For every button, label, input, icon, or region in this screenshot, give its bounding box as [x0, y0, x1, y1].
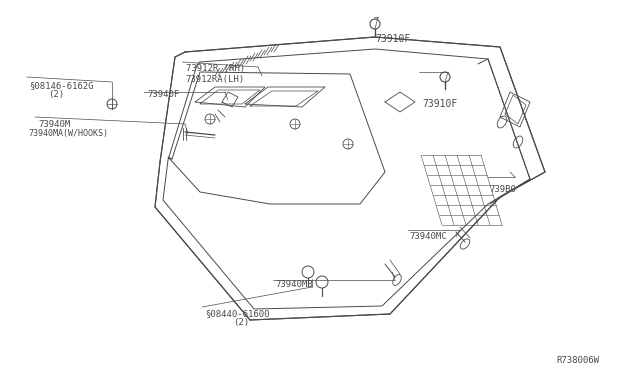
Text: §08146-6162G: §08146-6162G — [29, 81, 93, 90]
Text: 73940MC: 73940MC — [410, 232, 447, 241]
Text: §08440-61600: §08440-61600 — [205, 309, 269, 318]
Text: 73940MA(W/HOOKS): 73940MA(W/HOOKS) — [29, 129, 109, 138]
Text: R738006W: R738006W — [557, 356, 600, 365]
Text: 73940F: 73940F — [147, 90, 179, 99]
Text: 73910F: 73910F — [376, 34, 411, 44]
Text: 73940M: 73940M — [38, 120, 70, 129]
Text: 73940MB: 73940MB — [275, 280, 313, 289]
Text: 73912R (RH): 73912R (RH) — [186, 64, 244, 73]
Text: 739B0: 739B0 — [490, 185, 516, 194]
Text: 73912RA(LH): 73912RA(LH) — [186, 76, 244, 84]
Text: (2): (2) — [48, 90, 64, 99]
Text: 73910F: 73910F — [422, 99, 458, 109]
Text: (2): (2) — [234, 318, 250, 327]
